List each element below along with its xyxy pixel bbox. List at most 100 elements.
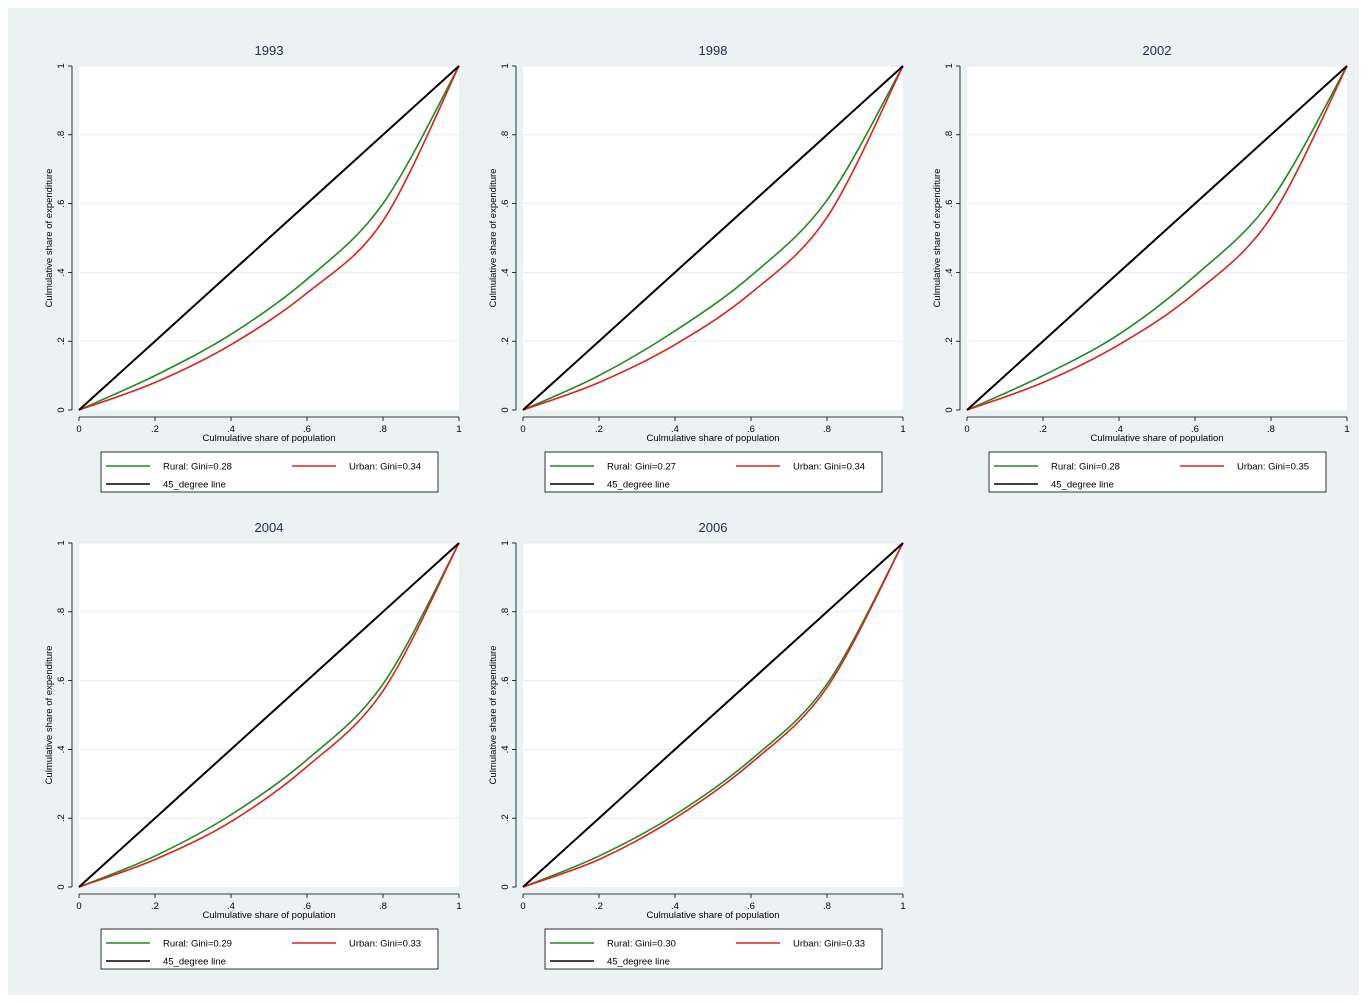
y-axis-label: Culmulative share of expenditure — [488, 169, 499, 308]
y-axis-label: Culmulative share of expenditure — [932, 169, 943, 308]
series-line-urban — [78, 542, 460, 888]
x-tick-label: .4 — [1115, 424, 1123, 435]
legend-box — [988, 451, 1327, 493]
chart-svg-2004: 2004 0 .2 .4 .6 .8 1 0 .2 .4 .6 .8 1 Culmulative shar… — [44, 520, 462, 970]
legend-label: Rural: Gini=0.28 — [163, 462, 232, 473]
x-tick-label: .2 — [151, 424, 159, 435]
y-tick-label: .2 — [944, 337, 955, 345]
x-axis-label: Culmulative share of population — [202, 433, 335, 444]
legend-label: 45_degree line — [163, 480, 226, 491]
series-line-degree45 — [78, 542, 460, 888]
legend-label: Urban: Gini=0.33 — [349, 939, 421, 950]
legend-label: 45_degree line — [607, 480, 670, 491]
chart-panel-2002: 2002 0 .2 .4 .6 .8 1 0 .2 .4 .6 .8 1 Culmulative shar… — [888, 40, 1350, 495]
y-tick-label: .4 — [500, 268, 511, 276]
chart-panel-1998: 1998 0 .2 .4 .6 .8 1 0 .2 .4 .6 .8 1 Culmulative shar… — [444, 40, 906, 495]
y-tick-label: .2 — [56, 337, 67, 345]
y-tick-label: 0 — [56, 884, 67, 889]
chart-panel-2004: 2004 0 .2 .4 .6 .8 1 0 .2 .4 .6 .8 1 Culmulative shar… — [0, 517, 462, 972]
x-tick-label: 0 — [520, 424, 525, 435]
chart-svg-2006: 2006 0 .2 .4 .6 .8 1 0 .2 .4 .6 .8 1 Culmulative shar… — [488, 520, 906, 970]
x-tick-label: .2 — [151, 901, 159, 912]
series-line-rural — [966, 65, 1348, 411]
x-tick-label: 1 — [456, 424, 461, 435]
series-line-rural — [522, 542, 904, 888]
x-tick-label: 0 — [76, 424, 81, 435]
y-tick-label: .6 — [56, 200, 67, 208]
series-line-degree45 — [78, 65, 460, 411]
y-tick-label: .8 — [944, 131, 955, 139]
y-tick-label: .4 — [944, 268, 955, 276]
chart-panel-1993: 1993 0 .2 .4 .6 .8 1 0 .2 .4 .6 .8 1 Culmulative shar… — [0, 40, 462, 495]
chart-svg-1993: 1993 0 .2 .4 .6 .8 1 0 .2 .4 .6 .8 1 Culmulative shar… — [44, 43, 462, 493]
x-tick-label: .6 — [303, 424, 311, 435]
y-tick-label: 0 — [56, 407, 67, 412]
y-tick-label: 0 — [500, 407, 511, 412]
x-tick-label: .6 — [1191, 424, 1199, 435]
legend-label: Rural: Gini=0.27 — [607, 462, 676, 473]
x-tick-label: .8 — [379, 424, 387, 435]
legend-box — [100, 451, 439, 493]
series-line-urban — [966, 65, 1348, 411]
y-tick-label: .2 — [56, 814, 67, 822]
chart-title: 2002 — [1143, 43, 1172, 58]
x-axis-label: Culmulative share of population — [646, 433, 779, 444]
y-tick-label: .2 — [500, 814, 511, 822]
x-tick-label: 1 — [900, 901, 905, 912]
x-tick-label: .6 — [303, 901, 311, 912]
legend-label: Rural: Gini=0.29 — [163, 939, 232, 950]
x-axis-label: Culmulative share of population — [1090, 433, 1223, 444]
x-tick-label: .6 — [747, 424, 755, 435]
legend-label: 45_degree line — [163, 957, 226, 968]
y-tick-label: .4 — [500, 745, 511, 753]
y-tick-label: .8 — [56, 608, 67, 616]
y-tick-label: .8 — [500, 608, 511, 616]
y-axis-label: Culmulative share of expenditure — [44, 169, 55, 308]
y-tick-label: 1 — [944, 63, 955, 68]
y-tick-label: .6 — [500, 677, 511, 685]
x-tick-label: 0 — [964, 424, 969, 435]
legend-label: Urban: Gini=0.35 — [1237, 462, 1309, 473]
y-tick-label: .8 — [500, 131, 511, 139]
x-tick-label: .6 — [747, 901, 755, 912]
series-line-degree45 — [522, 65, 904, 411]
legend-box — [544, 451, 883, 493]
y-tick-label: .6 — [56, 677, 67, 685]
series-line-urban — [522, 542, 904, 888]
legend-label: Urban: Gini=0.34 — [349, 462, 421, 473]
x-tick-label: .4 — [671, 901, 679, 912]
x-tick-label: .4 — [227, 901, 235, 912]
legend-label: Urban: Gini=0.33 — [793, 939, 865, 950]
x-tick-label: 0 — [520, 901, 525, 912]
legend-box — [544, 928, 883, 970]
chart-title: 2006 — [699, 520, 728, 535]
series-line-rural — [78, 65, 460, 411]
x-tick-label: .8 — [823, 901, 831, 912]
x-axis-label: Culmulative share of population — [646, 910, 779, 921]
x-tick-label: 1 — [900, 424, 905, 435]
legend-label: Rural: Gini=0.30 — [607, 939, 676, 950]
legend-label: 45_degree line — [607, 957, 670, 968]
y-axis-label: Culmulative share of expenditure — [488, 646, 499, 785]
x-tick-label: .2 — [595, 901, 603, 912]
series-line-rural — [78, 542, 460, 888]
y-tick-label: 0 — [500, 884, 511, 889]
y-axis-label: Culmulative share of expenditure — [44, 646, 55, 785]
y-tick-label: .4 — [56, 268, 67, 276]
y-tick-label: 1 — [56, 63, 67, 68]
legend-label: Rural: Gini=0.28 — [1051, 462, 1120, 473]
x-tick-label: 0 — [76, 901, 81, 912]
y-tick-label: 1 — [500, 540, 511, 545]
chart-panel-2006: 2006 0 .2 .4 .6 .8 1 0 .2 .4 .6 .8 1 Culmulative shar… — [444, 517, 906, 972]
legend-label: 45_degree line — [1051, 480, 1114, 491]
series-line-rural — [522, 65, 904, 411]
series-line-urban — [78, 65, 460, 411]
y-tick-label: .8 — [56, 131, 67, 139]
chart-svg-1998: 1998 0 .2 .4 .6 .8 1 0 .2 .4 .6 .8 1 Culmulative shar… — [488, 43, 906, 493]
series-line-degree45 — [522, 542, 904, 888]
legend-label: Urban: Gini=0.34 — [793, 462, 865, 473]
x-axis-label: Culmulative share of population — [202, 910, 335, 921]
x-tick-label: .8 — [379, 901, 387, 912]
chart-svg-2002: 2002 0 .2 .4 .6 .8 1 0 .2 .4 .6 .8 1 Culmulative shar… — [932, 43, 1350, 493]
